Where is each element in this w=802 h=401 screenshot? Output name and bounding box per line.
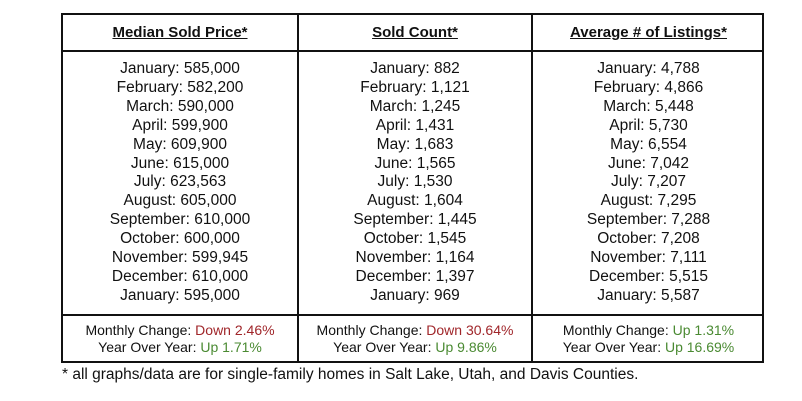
column-header: Median Sold Price* bbox=[63, 15, 297, 52]
column-median-sold-price: Median Sold Price* January: 585,000 Febru… bbox=[63, 15, 297, 361]
month-value-row: April: 599,900 bbox=[132, 116, 228, 134]
monthly-change-label: Monthly Change: bbox=[562, 322, 673, 338]
summary-cell: Monthly Change: Down 2.46% Year Over Yea… bbox=[63, 314, 297, 361]
month-value-row: June: 7,042 bbox=[607, 154, 689, 172]
month-value-row: December: 610,000 bbox=[111, 267, 249, 285]
month-value-row: March: 5,448 bbox=[603, 97, 694, 115]
month-value-row: February: 4,866 bbox=[593, 78, 704, 96]
month-value-row: August: 7,295 bbox=[600, 192, 697, 210]
month-value-row: March: 1,245 bbox=[369, 97, 461, 115]
month-value-row: January: 585,000 bbox=[120, 60, 240, 77]
month-value-row: May: 6,554 bbox=[610, 135, 687, 153]
market-stats-table: Median Sold Price* January: 585,000 Febru… bbox=[61, 13, 764, 363]
column-header: Average # of Listings* bbox=[533, 15, 764, 52]
month-value-row: March: 590,000 bbox=[126, 97, 234, 115]
month-value-row: April: 1,431 bbox=[375, 116, 455, 134]
monthly-change-label: Monthly Change: bbox=[316, 322, 427, 338]
yoy-value: Up 9.86% bbox=[435, 339, 497, 355]
yoy-label: Year Over Year: bbox=[333, 339, 436, 355]
month-value-row: July: 1,530 bbox=[377, 173, 453, 191]
month-value-row: November: 1,164 bbox=[355, 249, 475, 267]
column-header: Sold Count* bbox=[299, 15, 531, 52]
monthly-change-label: Monthly Change: bbox=[85, 322, 196, 338]
month-value-row: December: 5,515 bbox=[589, 267, 708, 285]
column-average-listings: Average # of Listings* January: 4,788 Feb… bbox=[531, 15, 764, 361]
month-value-row: January: 4,788 bbox=[597, 60, 700, 77]
year-over-year: Year Over Year: Up 16.69% bbox=[533, 339, 764, 356]
month-value-row: May: 609,900 bbox=[133, 135, 227, 153]
yoy-value: Up 1.71% bbox=[200, 339, 262, 355]
yoy-label: Year Over Year: bbox=[562, 339, 665, 355]
month-value-row: January: 882 bbox=[370, 60, 460, 77]
monthly-change-value: Up 1.31% bbox=[672, 322, 735, 338]
monthly-change-value: Down 30.64% bbox=[426, 322, 514, 338]
summary-cell: Monthly Change: Up 1.31% Year Over Year:… bbox=[533, 314, 764, 361]
month-value-row: June: 615,000 bbox=[130, 154, 230, 172]
month-value-row: October: 7,208 bbox=[597, 230, 700, 248]
month-value-row: May: 1,683 bbox=[376, 135, 454, 153]
month-value-row: August: 605,000 bbox=[123, 192, 237, 210]
month-value-row: June: 1,565 bbox=[374, 154, 456, 172]
month-value-row: January: 5,587 bbox=[597, 286, 700, 304]
month-value-row: November: 7,111 bbox=[590, 249, 707, 267]
month-value-row: February: 1,121 bbox=[360, 78, 470, 96]
monthly-values: January: 4,788 February: 4,866 March: 5,44… bbox=[533, 52, 764, 322]
month-value-row: September: 7,288 bbox=[586, 211, 711, 229]
month-value-row: January: 969 bbox=[370, 286, 460, 304]
monthly-change: Monthly Change: Down 30.64% bbox=[299, 322, 531, 339]
year-over-year: Year Over Year: Up 9.86% bbox=[299, 339, 531, 356]
month-value-row: September: 610,000 bbox=[109, 211, 251, 229]
year-over-year: Year Over Year: Up 1.71% bbox=[63, 339, 297, 356]
monthly-change: Monthly Change: Up 1.31% bbox=[533, 322, 764, 339]
summary-cell: Monthly Change: Down 30.64% Year Over Ye… bbox=[299, 314, 531, 361]
footnote: * all graphs/data are for single-family … bbox=[62, 366, 639, 383]
month-value-row: November: 599,945 bbox=[111, 249, 249, 267]
month-value-row: September: 1,445 bbox=[353, 211, 477, 229]
yoy-value: Up 16.69% bbox=[664, 339, 735, 355]
month-value-row: July: 623,563 bbox=[133, 173, 227, 191]
month-value-row: August: 1,604 bbox=[367, 192, 463, 210]
month-value-row: January: 595,000 bbox=[120, 286, 240, 304]
column-sold-count: Sold Count* January: 882 February: 1,121 M… bbox=[297, 15, 531, 361]
month-value-row: February: 582,200 bbox=[116, 78, 244, 96]
month-value-row: December: 1,397 bbox=[355, 267, 475, 285]
monthly-values: January: 882 February: 1,121 March: 1,245 A… bbox=[299, 52, 531, 322]
month-value-row: October: 600,000 bbox=[120, 230, 240, 248]
month-value-row: April: 5,730 bbox=[609, 116, 688, 134]
month-value-row: October: 1,545 bbox=[363, 230, 467, 248]
monthly-change: Monthly Change: Down 2.46% bbox=[63, 322, 297, 339]
month-value-row: July: 7,207 bbox=[611, 173, 686, 191]
monthly-change-value: Down 2.46% bbox=[195, 322, 275, 338]
monthly-values: January: 585,000 February: 582,200 March: … bbox=[63, 52, 297, 322]
yoy-label: Year Over Year: bbox=[98, 339, 201, 355]
